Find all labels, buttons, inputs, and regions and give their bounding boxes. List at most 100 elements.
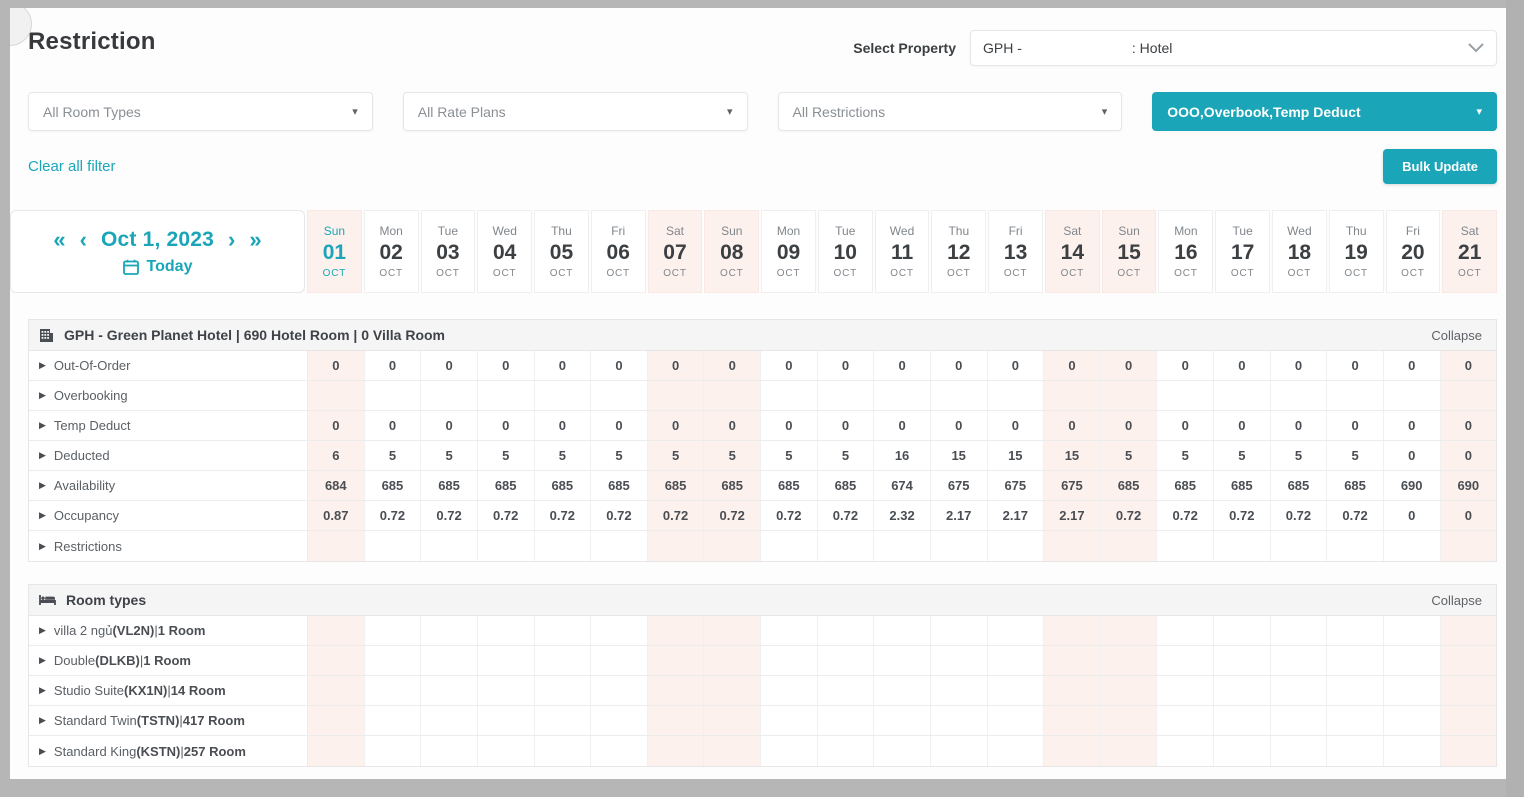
row-label-text: Overbooking <box>53 388 128 403</box>
month-label: OCT <box>663 268 687 279</box>
row-label[interactable]: ▶ Standard King (KSTN) | 257 Room <box>29 736 308 766</box>
grid-cell: 2.17 <box>988 501 1045 530</box>
grid-cell <box>421 381 478 410</box>
day-of-week-label: Fri <box>1008 224 1023 238</box>
row-label[interactable]: ▶ Overbooking <box>29 381 308 410</box>
grid-cell <box>988 381 1045 410</box>
grid-cell: 0 <box>1157 351 1214 380</box>
grid-cell <box>704 736 761 766</box>
row-label[interactable]: ▶ villa 2 ngủ (VL2N) | 1 Room <box>29 616 308 645</box>
grid-cell <box>1384 736 1441 766</box>
row-label[interactable]: ▶ Out-Of-Order <box>29 351 308 380</box>
row-label-text: | <box>179 713 183 728</box>
property-select[interactable]: GPH - : Hotel <box>970 30 1497 66</box>
today-button[interactable]: Today <box>122 258 192 276</box>
collapse-link[interactable]: Collapse <box>1431 592 1482 608</box>
grid-cell: 0 <box>365 411 422 440</box>
grid-cell: 0 <box>365 351 422 380</box>
grid-cell <box>1440 706 1497 735</box>
grid-cell <box>1327 706 1384 735</box>
row-label[interactable]: ▶ Deducted <box>29 441 308 470</box>
grid-cell: 0 <box>478 411 535 440</box>
day-number: 04 <box>493 241 517 264</box>
room-types-filter[interactable]: All Room Types ▾ <box>28 92 373 131</box>
grid-cell <box>818 616 875 645</box>
day-of-week-label: Mon <box>1174 224 1198 238</box>
clear-all-filter-link[interactable]: Clear all filter <box>28 158 116 175</box>
grid-cell: 5 <box>365 441 422 470</box>
current-date[interactable]: Oct 1, 2023 <box>100 227 215 251</box>
grid-cell: 0.72 <box>704 501 761 530</box>
day-number: 12 <box>947 241 971 264</box>
grid-cell <box>1214 646 1271 675</box>
row-label-text: 417 Room <box>182 713 245 728</box>
grid-cell <box>988 736 1045 766</box>
restrictions-filter[interactable]: All Restrictions ▾ <box>777 92 1123 131</box>
caret-right-icon: ▶ <box>39 390 46 400</box>
last-page-arrow[interactable]: » <box>249 226 262 252</box>
grid-cell <box>647 531 705 561</box>
grid-cell: 0 <box>704 351 761 380</box>
grid-cell: 685 <box>591 471 648 500</box>
rate-plans-filter-value: All Rate Plans <box>417 103 506 120</box>
room-types-filter-value: All Room Types <box>43 103 141 120</box>
row-label[interactable]: ▶ Double (DLKB) | 1 Room <box>29 646 308 675</box>
grid-cell: 0.72 <box>1214 501 1271 530</box>
row-label-text: Out-Of-Order <box>53 358 131 373</box>
month-label: OCT <box>1117 268 1141 279</box>
grid-cell: 0 <box>1100 351 1158 380</box>
day-number: 20 <box>1401 241 1425 264</box>
table-row: ▶ Temp Deduct 0 0 0 0 0 0 0 0 0 0 0 0 0 0 0 0 0 0 0 0 0 <box>29 411 1497 441</box>
prev-arrow[interactable]: ‹ <box>79 226 87 252</box>
row-label-text: 1 Room <box>143 653 191 668</box>
grid-cell <box>308 646 365 675</box>
row-label[interactable]: ▶ Availability <box>29 471 308 500</box>
scrollbar[interactable] <box>1506 0 1524 797</box>
selected-restrictions-filter[interactable]: OOO,Overbook,Temp Deduct ▾ <box>1152 92 1497 131</box>
row-label[interactable]: ▶ Studio Suite (KX1N) | 14 Room <box>29 676 308 705</box>
month-label: OCT <box>890 268 914 279</box>
row-label[interactable]: ▶ Restrictions <box>29 531 308 561</box>
caret-right-icon: ▶ <box>39 450 46 460</box>
row-label[interactable]: ▶ Standard Twin (TSTN) | 417 Room <box>29 706 308 735</box>
next-arrow[interactable]: › <box>228 226 236 252</box>
row-label[interactable]: ▶ Temp Deduct <box>29 411 308 440</box>
row-label-text: Standard King <box>53 743 137 759</box>
grid-cell <box>1440 646 1497 675</box>
grid-cell <box>1384 616 1441 645</box>
grid-cell <box>1044 706 1101 735</box>
grid-cell: 0 <box>647 411 705 440</box>
row-label-text: Standard Twin <box>53 713 137 728</box>
grid-cell <box>1384 676 1441 705</box>
grid-cell: 685 <box>647 471 705 500</box>
grid-cell: 0 <box>1271 351 1328 380</box>
grid-cell <box>1214 531 1271 561</box>
grid-cell: 0 <box>1044 411 1101 440</box>
grid-cell: 5 <box>421 441 478 470</box>
grid-cell <box>818 381 875 410</box>
grid-cell: 0.72 <box>478 501 535 530</box>
page-title: Restriction <box>28 28 156 55</box>
grid-cell <box>1157 381 1214 410</box>
grid-cell <box>761 531 818 561</box>
date-cell: Mon 02 OCT <box>363 210 419 293</box>
month-label: OCT <box>436 268 460 279</box>
caret-down-icon: ▾ <box>1101 106 1108 118</box>
month-label: OCT <box>606 268 630 279</box>
collapse-link[interactable]: Collapse <box>1431 327 1482 343</box>
row-label-text: | <box>154 623 158 638</box>
rate-plans-filter[interactable]: All Rate Plans ▾ <box>402 92 748 131</box>
bulk-update-button[interactable]: Bulk Update <box>1383 149 1497 184</box>
grid-cell <box>1327 646 1384 675</box>
grid-cell: 675 <box>1044 471 1101 500</box>
table-row: ▶ Availability 684 685 685 685 685 685 685 685 685… <box>29 471 1497 501</box>
date-cell: Sun 15 OCT <box>1101 210 1157 293</box>
first-page-arrow[interactable]: « <box>53 226 66 252</box>
grid-cell <box>761 646 818 675</box>
month-label: OCT <box>1401 268 1425 279</box>
month-label: OCT <box>1230 268 1255 279</box>
grid-cell <box>988 706 1045 735</box>
selected-restrictions-value: OOO,Overbook,Temp Deduct <box>1167 103 1361 120</box>
grid-cell: 690 <box>1440 471 1497 500</box>
row-label[interactable]: ▶ Occupancy <box>29 501 308 530</box>
